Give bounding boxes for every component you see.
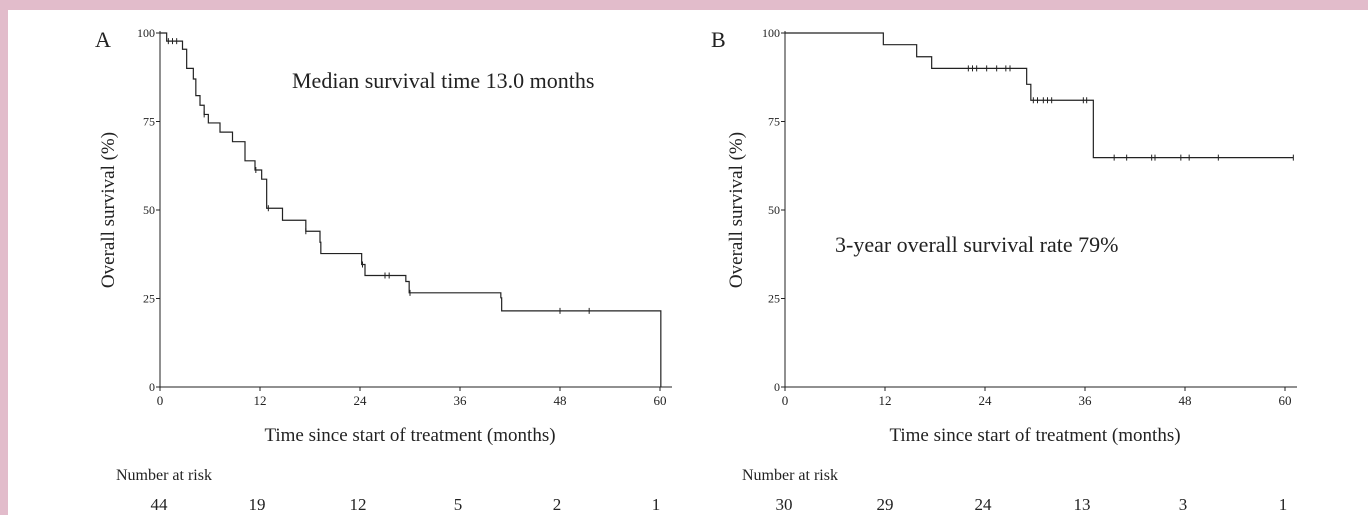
y-tick-label: 25 (768, 292, 780, 306)
x-tick-label: 0 (782, 393, 789, 408)
number-at-risk-value: 44 (151, 495, 169, 514)
x-tick-label: 48 (1179, 393, 1192, 408)
y-tick-label: 25 (143, 292, 155, 306)
chart-annotation: Median survival time 13.0 months (292, 68, 594, 93)
x-tick-label: 36 (1079, 393, 1093, 408)
number-at-risk-value: 3 (1179, 495, 1188, 514)
y-tick-label: 0 (774, 380, 780, 394)
number-at-risk-label: Number at risk (116, 467, 212, 484)
y-tick-label: 50 (768, 203, 780, 217)
number-at-risk-value: 5 (454, 495, 463, 514)
number-at-risk-value: 19 (249, 495, 266, 514)
x-axis-title: Time since start of treatment (months) (889, 425, 1180, 446)
chart-annotation: 3-year overall survival rate 79% (835, 232, 1118, 257)
x-axis-title: Time since start of treatment (months) (264, 425, 555, 446)
x-tick-label: 0 (157, 393, 164, 408)
x-tick-label: 36 (454, 393, 468, 408)
panel-label: A (95, 27, 111, 52)
x-tick-label: 24 (979, 393, 993, 408)
y-tick-label: 75 (768, 115, 780, 129)
x-tick-label: 24 (354, 393, 368, 408)
survival-curve (785, 32, 1294, 159)
y-axis-title: Overall survival (%) (98, 132, 119, 288)
number-at-risk-value: 1 (652, 495, 661, 514)
number-at-risk-value: 2 (553, 495, 562, 514)
figure-panel (8, 10, 1368, 515)
x-tick-label: 48 (554, 393, 567, 408)
number-at-risk-value: 30 (776, 495, 793, 514)
panel-b: 0 25 50 75 100 0 12 24 36 48 60 B 3-year overall sur… (711, 26, 1297, 514)
panel-label: B (711, 27, 726, 52)
y-tick-label: 0 (149, 380, 155, 394)
y-tick-label: 75 (143, 115, 155, 129)
survival-curve (160, 32, 662, 387)
number-at-risk-value: 1 (1279, 495, 1288, 514)
x-tick-label: 12 (254, 393, 267, 408)
number-at-risk-value: 29 (877, 495, 894, 514)
x-tick-label: 12 (879, 393, 892, 408)
y-tick-label: 100 (762, 26, 780, 40)
number-at-risk-label: Number at risk (742, 467, 838, 484)
number-at-risk-value: 24 (975, 495, 993, 514)
y-tick-label: 50 (143, 203, 155, 217)
number-at-risk-value: 13 (1074, 495, 1091, 514)
y-axis-title: Overall survival (%) (726, 132, 747, 288)
x-tick-label: 60 (654, 393, 667, 408)
number-at-risk-value: 12 (350, 495, 367, 514)
x-tick-label: 60 (1279, 393, 1292, 408)
y-tick-label: 100 (137, 26, 155, 40)
